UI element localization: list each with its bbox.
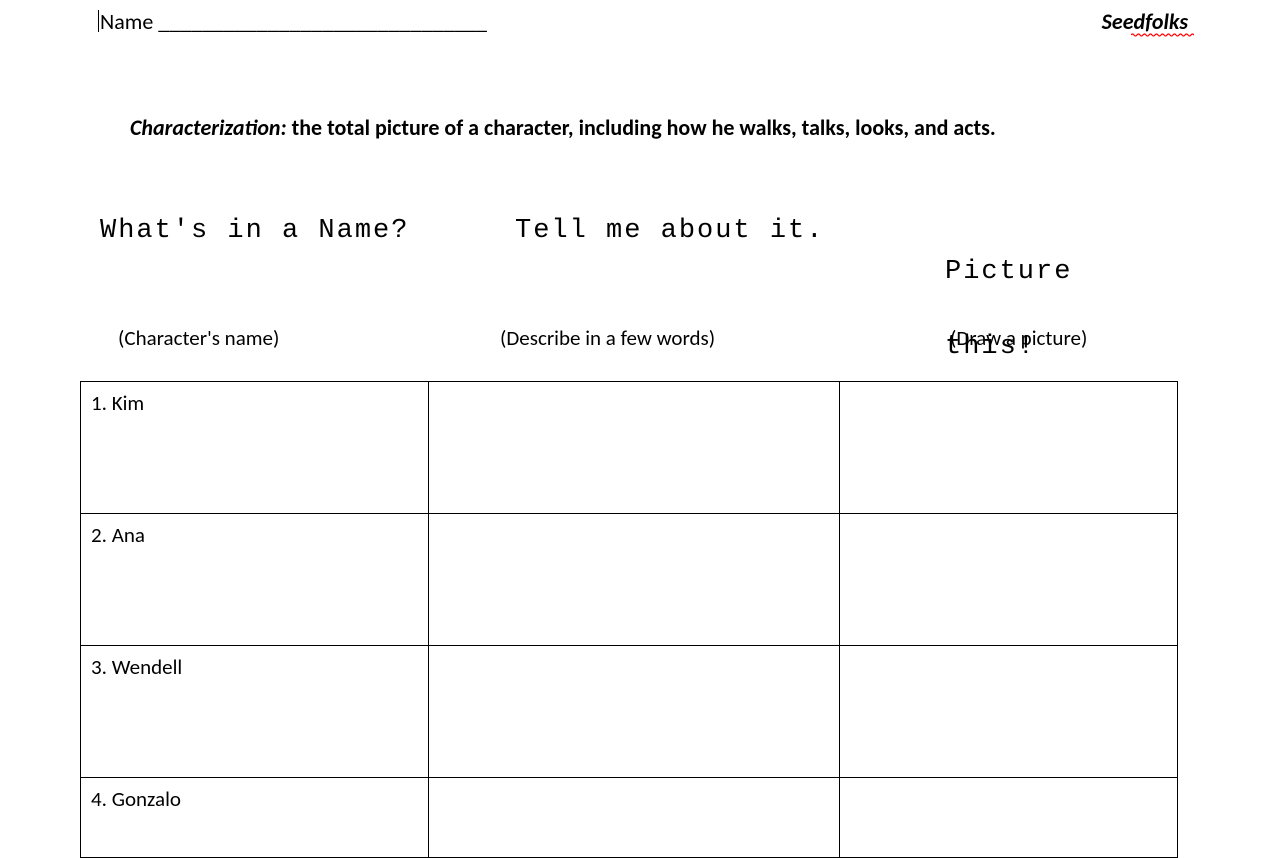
cell-describe-1 bbox=[428, 382, 840, 514]
name-field-label: Name ______________________________ bbox=[100, 8, 487, 35]
cell-picture-3 bbox=[840, 646, 1178, 778]
column-sub-1: (Character's name) bbox=[100, 325, 500, 351]
row-num: 3. bbox=[91, 654, 107, 680]
book-title-text: Seedfolks bbox=[1102, 8, 1188, 35]
name-text: Name bbox=[100, 8, 153, 35]
cell-picture-4 bbox=[840, 778, 1178, 858]
cell-name-2: 2. Ana bbox=[81, 514, 429, 646]
column-heading-3-line1: Picture bbox=[945, 257, 1072, 287]
column-sub-2: (Describe in a few words) bbox=[500, 325, 930, 351]
table-body: 1. Kim 2. Ana 3. Wendell 4. Gonzalo bbox=[81, 382, 1178, 858]
cell-name-4: 4. Gonzalo bbox=[81, 778, 429, 858]
book-title: Seedfolks bbox=[1102, 8, 1188, 35]
text-cursor bbox=[98, 10, 99, 32]
row-name: Ana bbox=[112, 522, 145, 548]
definition-row: Characterization: the total picture of a… bbox=[130, 114, 1180, 141]
cell-name-1: 1. Kim bbox=[81, 382, 429, 514]
cell-picture-2 bbox=[840, 514, 1178, 646]
table-row: 4. Gonzalo bbox=[81, 778, 1178, 858]
column-sub-3: (Draw a picture) bbox=[930, 325, 1180, 351]
characterization-table: 1. Kim 2. Ana 3. Wendell 4. Gonzalo bbox=[80, 381, 1178, 858]
row-name: Wendell bbox=[112, 654, 183, 680]
row-num: 1. bbox=[91, 390, 107, 416]
row-num: 2. bbox=[91, 522, 107, 548]
header-row: Name ______________________________ Seed… bbox=[100, 8, 1188, 35]
row-name: Gonzalo bbox=[112, 786, 181, 812]
cell-describe-4 bbox=[428, 778, 840, 858]
cell-picture-1 bbox=[840, 382, 1178, 514]
table-row: 1. Kim bbox=[81, 382, 1178, 514]
cell-describe-2 bbox=[428, 514, 840, 646]
table-row: 3. Wendell bbox=[81, 646, 1178, 778]
worksheet-page: Name ______________________________ Seed… bbox=[0, 0, 1280, 857]
table-row: 2. Ana bbox=[81, 514, 1178, 646]
name-blank-line: ______________________________ bbox=[158, 8, 487, 35]
spellcheck-squiggle bbox=[1131, 33, 1194, 37]
cell-name-3: 3. Wendell bbox=[81, 646, 429, 778]
row-name: Kim bbox=[112, 390, 145, 416]
cell-describe-3 bbox=[428, 646, 840, 778]
definition-text: the total picture of a character, includ… bbox=[287, 114, 996, 141]
column-subheadings: (Character's name) (Describe in a few wo… bbox=[100, 325, 1180, 351]
row-num: 4. bbox=[91, 786, 107, 812]
definition-term: Characterization: bbox=[130, 114, 287, 141]
